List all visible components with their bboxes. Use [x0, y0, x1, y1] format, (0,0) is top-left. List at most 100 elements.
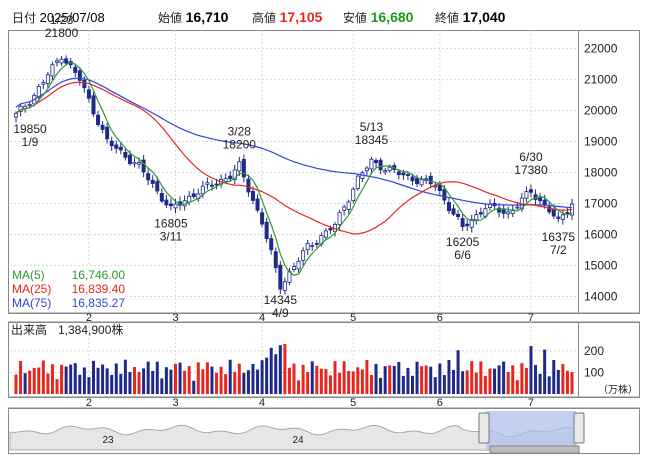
volume-bar	[456, 350, 460, 394]
volume-bar	[242, 372, 246, 394]
volume-bar	[60, 364, 64, 394]
legend-series-value: 16,839.40	[72, 282, 126, 296]
candle-up	[515, 206, 520, 209]
candle-up	[355, 175, 360, 189]
volume-bar	[424, 365, 428, 394]
candle-down	[547, 206, 552, 213]
price-tick-label: 14000	[584, 290, 618, 304]
candle-down	[405, 174, 410, 176]
open-label: 始値	[158, 11, 183, 25]
volume-bar	[483, 376, 487, 394]
candle-down	[273, 251, 278, 269]
volume-bar	[114, 363, 118, 394]
candle-up	[387, 166, 392, 171]
header-open: 始値 16,710	[158, 9, 228, 26]
volume-bar	[91, 360, 95, 394]
annotation-value: 17380	[514, 163, 548, 177]
x-tick-label: 6	[437, 312, 443, 324]
candle-up	[59, 58, 64, 64]
candle-up	[41, 82, 46, 85]
candle-down	[565, 212, 570, 214]
candle-down	[118, 146, 123, 151]
candle-down	[374, 160, 379, 164]
navigator-scrollbar[interactable]	[489, 445, 580, 454]
volume-bar	[429, 366, 433, 394]
volume-bar	[146, 361, 150, 394]
candle-up	[45, 74, 50, 84]
volume-latest: 1,384,900株	[58, 322, 123, 337]
navigator-selection[interactable]	[486, 411, 576, 451]
volume-bar	[297, 380, 301, 394]
candle-up	[560, 214, 565, 220]
volume-bar	[534, 365, 538, 394]
volume-bar	[315, 365, 319, 394]
navigator-handle-right[interactable]	[573, 412, 585, 444]
candle-down	[64, 58, 69, 64]
candle-up	[205, 182, 210, 185]
candle-up	[223, 178, 228, 182]
candle-down	[246, 178, 251, 193]
volume-bar	[96, 367, 100, 394]
volume-bar	[183, 370, 187, 394]
candle-down	[410, 176, 415, 182]
volume-bar	[128, 371, 132, 394]
volume-bar	[360, 369, 364, 394]
price-tick-label: 16000	[584, 228, 618, 242]
volume-bar	[474, 372, 478, 394]
date-value: 2025/07/08	[39, 10, 105, 25]
candle-down	[228, 175, 233, 179]
annotation-date: 1/9	[22, 135, 39, 149]
candle-down	[269, 238, 274, 251]
navigator-year-label: 23	[102, 435, 114, 446]
candle-down	[91, 95, 96, 115]
volume-bar	[379, 377, 383, 394]
volume-bar	[351, 371, 355, 394]
volume-bar	[333, 361, 337, 394]
volume-bar	[365, 359, 369, 394]
annotation-date: 7/2	[550, 243, 567, 257]
volume-bar	[401, 375, 405, 394]
legend-series-name: MA(5)	[12, 268, 45, 282]
candle-down	[105, 126, 110, 140]
volume-bar	[406, 367, 410, 394]
volume-bar	[511, 365, 515, 394]
navigator-handle-left[interactable]	[478, 412, 490, 444]
candle-down	[278, 264, 283, 290]
annotation-date: 3/11	[160, 230, 183, 244]
volume-bar	[524, 367, 528, 394]
candle-up	[187, 195, 192, 203]
volume-bar	[123, 359, 127, 394]
volume-bar	[215, 372, 219, 394]
candle-down	[127, 154, 132, 165]
header-high: 高値 17,105	[252, 9, 322, 26]
candle-down	[209, 184, 214, 187]
candle-up	[337, 211, 342, 225]
candle-up	[419, 179, 424, 186]
candle-down	[497, 207, 502, 213]
annotation-date: 3/28	[228, 124, 252, 138]
header-date: 日付 2025/07/08	[12, 9, 105, 26]
candle-down	[191, 193, 196, 198]
volume-bar	[465, 370, 469, 394]
legend-series-name: MA(25)	[12, 282, 51, 296]
volume-bar	[237, 363, 241, 394]
volume-x-tick-label: 4	[259, 397, 265, 409]
price-tick-label: 20000	[584, 104, 618, 118]
candle-up	[346, 201, 351, 210]
candle-up	[474, 214, 479, 221]
candle-down	[164, 199, 169, 206]
volume-bar	[174, 363, 178, 394]
volume-bar	[310, 361, 314, 394]
volume-bar	[151, 370, 155, 394]
annotation-value: 16375	[542, 230, 576, 244]
volume-bar	[420, 366, 424, 394]
candle-down	[146, 173, 151, 181]
candle-down	[86, 89, 91, 99]
volume-bar	[251, 363, 255, 394]
volume-bar	[110, 374, 114, 394]
volume-bar	[224, 374, 228, 394]
x-tick-label: 3	[172, 312, 178, 324]
candle-down	[214, 183, 219, 186]
ma75-line	[15, 77, 573, 209]
